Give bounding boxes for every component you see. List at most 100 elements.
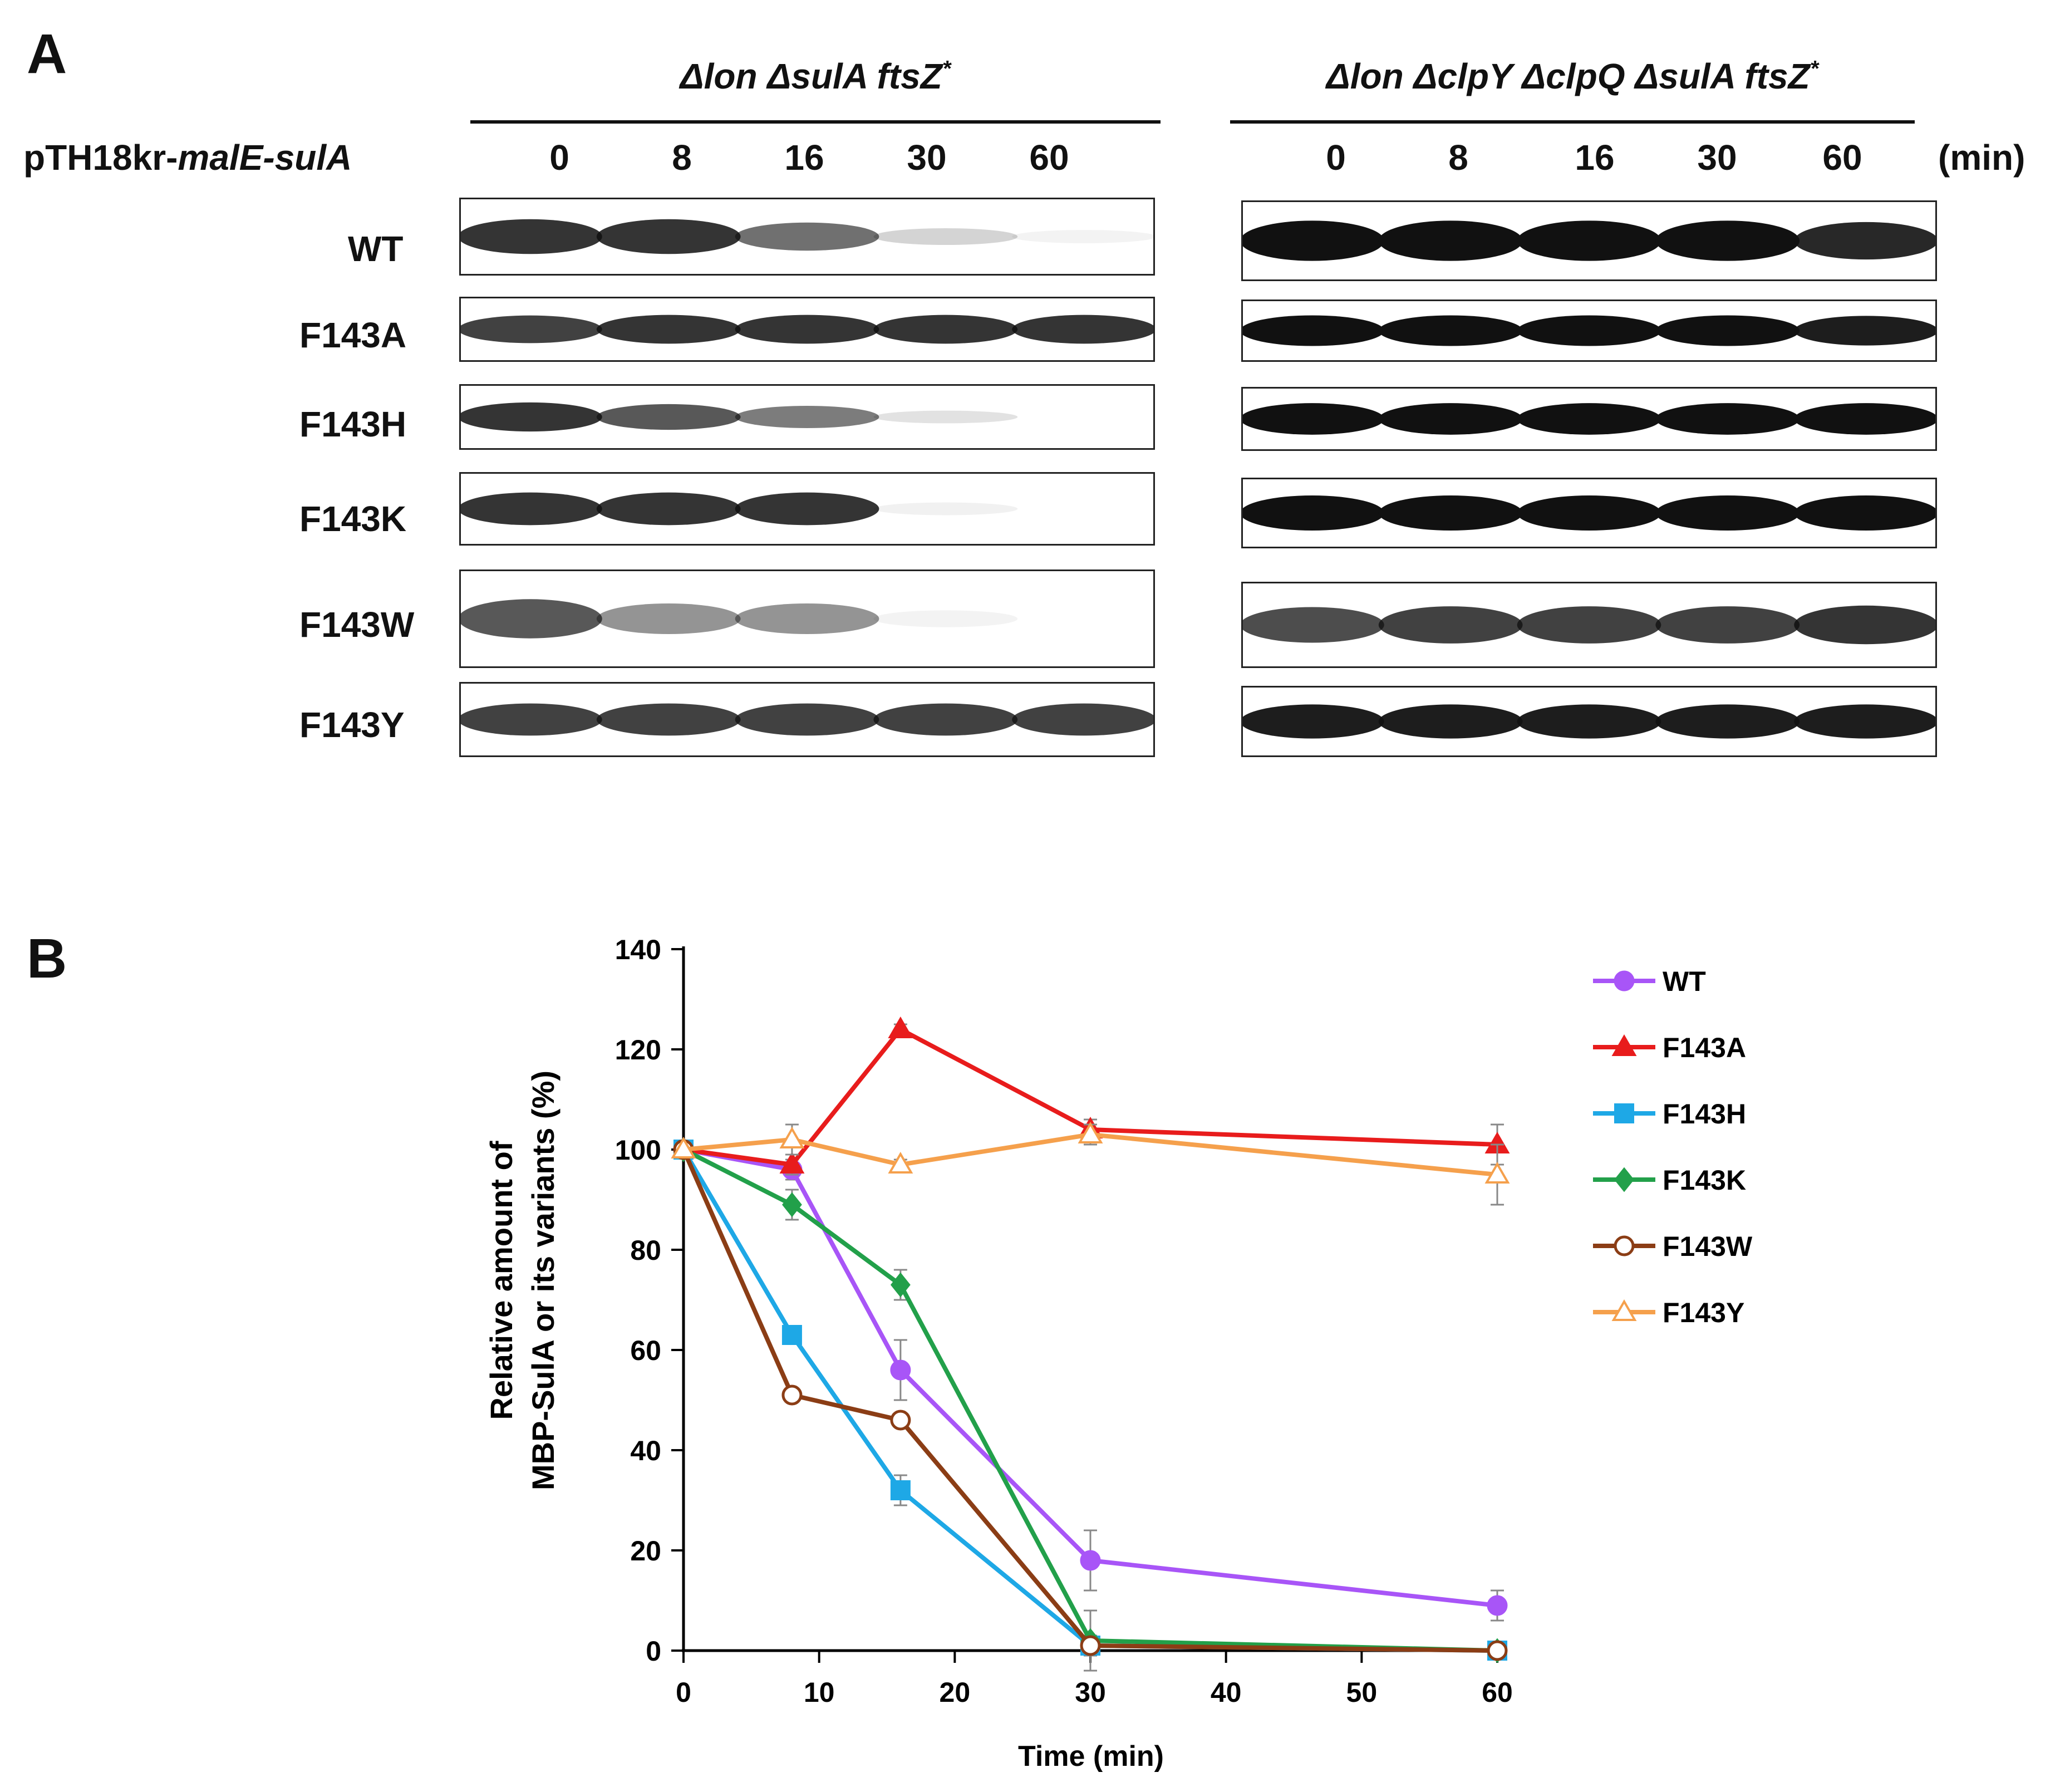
- legend-label-f143w: F143W: [1663, 1231, 1753, 1262]
- blot-right-f143w-band-60: [1794, 605, 1935, 645]
- blot-right-f143w-band-0: [1243, 607, 1384, 643]
- strain-underline-right: [1230, 120, 1915, 124]
- blot-left-wt-band-30: [873, 228, 1018, 246]
- blot-right-f143y-band-16: [1517, 704, 1661, 739]
- x-tick-label-50: 50: [1346, 1677, 1378, 1708]
- x-axis-label: Time (min): [1018, 1740, 1164, 1773]
- blot-left-f143a: [459, 297, 1155, 362]
- blot-left-f143k-band-8: [596, 492, 741, 526]
- blot-left-f143h-band-16: [735, 405, 879, 429]
- right-timepoint-16: 16: [1575, 138, 1615, 178]
- blot-row-label-f143w: F143W: [299, 605, 415, 645]
- point-wt-60: [1487, 1595, 1508, 1616]
- blot-left-f143a-band-8: [596, 315, 741, 344]
- blot-left-f143w-band-16: [735, 603, 879, 635]
- blot-left-f143a-band-16: [735, 315, 879, 344]
- right-timepoint-8: 8: [1448, 138, 1468, 178]
- blot-right-f143a: [1241, 300, 1937, 362]
- blot-right-f143k: [1241, 478, 1937, 548]
- legend-item-f143a: F143A: [1593, 1032, 1746, 1063]
- panel-a-letter: A: [27, 23, 67, 85]
- legend-label-f143y: F143Y: [1663, 1297, 1744, 1328]
- blot-left-f143y: [459, 682, 1155, 757]
- blot-right-f143h-band-0: [1243, 403, 1384, 435]
- point-f143y-16: [888, 1151, 913, 1174]
- point-f143a-8: [779, 1151, 805, 1174]
- legend-marker-f143k: [1614, 1167, 1634, 1192]
- left-timepoint-30: 30: [907, 138, 947, 178]
- legend-item-f143y: F143Y: [1593, 1297, 1744, 1328]
- blot-left-f143a-band-30: [873, 315, 1018, 344]
- blot-left-f143a-band-0: [461, 315, 602, 343]
- blot-left-wt-band-8: [596, 219, 741, 254]
- chart-axes: 0 20 40 60 80 100 120 140 0 10 20 30 40 50 60: [615, 934, 1513, 1708]
- left-timepoint-8: 8: [672, 138, 692, 178]
- x-tick-label-20: 20: [940, 1677, 971, 1708]
- right-timepoint-0: 0: [1326, 138, 1346, 178]
- blot-left-f143h-band-8: [596, 404, 741, 430]
- point-f143y-60: [1484, 1161, 1510, 1184]
- blot-left-f143y-band-60: [1012, 703, 1153, 736]
- blot-right-f143y-band-30: [1655, 704, 1800, 739]
- blot-row-label-wt: WT: [348, 229, 404, 269]
- strain-label-right: Δlon ΔclpY ΔclpQ ΔsulA ftsZ*: [1326, 56, 1819, 96]
- blot-row-label-f143y: F143Y: [299, 705, 405, 745]
- point-f143y-30: [1078, 1121, 1103, 1143]
- blot-left-f143y-band-0: [461, 703, 602, 736]
- blot-left-f143a-band-60: [1012, 315, 1153, 344]
- legend-marker-f143w: [1614, 1235, 1635, 1256]
- point-f143w-8: [781, 1384, 803, 1406]
- series-f143a: [671, 1016, 1510, 1176]
- time-unit-label: (min): [1938, 138, 2025, 178]
- point-f143k-8: [782, 1192, 802, 1217]
- blot-right-wt-band-0: [1243, 220, 1384, 261]
- blot-left-f143w-band-30: [873, 610, 1018, 627]
- blot-left-wt: [459, 198, 1155, 276]
- blot-right-f143a-band-8: [1378, 315, 1523, 346]
- blot-row-label-f143a: F143A: [299, 315, 407, 355]
- legend-label-wt: WT: [1663, 966, 1706, 997]
- blot-right-f143a-band-0: [1243, 315, 1384, 346]
- blot-left-f143k-band-30: [873, 502, 1018, 515]
- blot-right-f143k-band-0: [1243, 495, 1384, 531]
- blot-row-label-f143h: F143H: [299, 404, 407, 444]
- blot-right-f143h-band-8: [1378, 403, 1523, 435]
- blot-right-f143w-band-16: [1517, 606, 1661, 644]
- blot-right-f143k-band-30: [1655, 495, 1800, 531]
- x-tick-label-60: 60: [1482, 1677, 1513, 1708]
- point-f143y-0: [671, 1136, 696, 1158]
- legend-marker-f143h: [1614, 1103, 1634, 1123]
- blot-right-f143a-band-60: [1794, 316, 1935, 346]
- blot-right-f143w-band-8: [1378, 606, 1523, 644]
- blot-left-f143h-band-30: [873, 410, 1018, 424]
- point-wt-16: [890, 1359, 911, 1381]
- blot-left-wt-band-16: [735, 222, 879, 251]
- y-tick-label-40: 40: [630, 1435, 661, 1466]
- blot-right-wt-band-16: [1517, 220, 1661, 261]
- blot-left-f143y-band-16: [735, 703, 879, 736]
- y-axis-label-line2: MBP-SulA or its variants (%): [525, 1071, 560, 1490]
- blot-right-f143k-band-8: [1378, 495, 1523, 531]
- x-tick-label-0: 0: [676, 1677, 691, 1708]
- blot-right-wt: [1241, 200, 1937, 281]
- blot-right-f143y-band-8: [1378, 704, 1523, 739]
- left-timepoint-16: 16: [784, 138, 824, 178]
- blot-right-f143k-band-16: [1517, 495, 1661, 531]
- blot-left-f143k-band-0: [461, 492, 602, 526]
- blot-left-f143k: [459, 472, 1155, 546]
- blot-right-f143w-band-30: [1655, 606, 1800, 644]
- blot-right-f143h: [1241, 387, 1937, 451]
- legend-label-f143h: F143H: [1663, 1098, 1746, 1130]
- blot-right-f143y-band-60: [1794, 704, 1935, 739]
- point-f143a-16: [888, 1016, 913, 1038]
- legend-item-f143h: F143H: [1593, 1098, 1746, 1130]
- blot-right-wt-band-8: [1378, 220, 1523, 261]
- point-f143h-16: [890, 1480, 911, 1500]
- blot-right-f143w: [1241, 582, 1937, 668]
- legend-item-f143k: F143K: [1593, 1165, 1746, 1196]
- left-timepoint-60: 60: [1029, 138, 1069, 178]
- y-tick-label-80: 80: [630, 1235, 661, 1266]
- point-f143y-8: [779, 1126, 805, 1148]
- legend-marker-f143y: [1611, 1299, 1637, 1321]
